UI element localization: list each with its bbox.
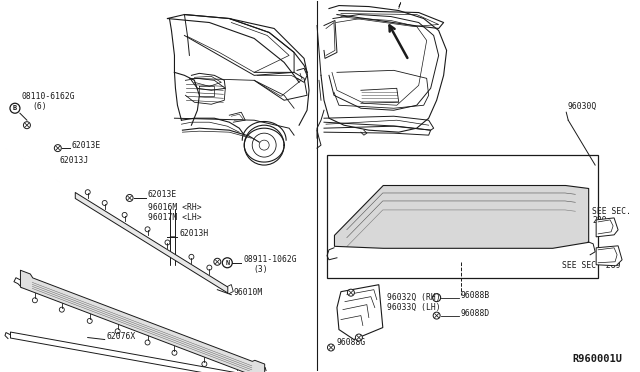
Polygon shape [337, 285, 383, 340]
Text: 62076X: 62076X [107, 332, 136, 341]
Text: 08110-6162G: 08110-6162G [22, 92, 76, 101]
Text: (6): (6) [32, 102, 47, 111]
Text: 96016M <RH>: 96016M <RH> [148, 203, 201, 212]
Circle shape [433, 312, 440, 319]
Circle shape [348, 289, 355, 296]
Text: B: B [13, 105, 17, 111]
Circle shape [328, 344, 335, 351]
Text: (3): (3) [253, 265, 268, 274]
Text: 96032Q (RH): 96032Q (RH) [387, 293, 440, 302]
Circle shape [54, 145, 61, 152]
Circle shape [24, 122, 31, 129]
Text: 96088B: 96088B [461, 291, 490, 300]
Text: R960001U: R960001U [572, 355, 622, 365]
Polygon shape [596, 246, 622, 266]
Text: SEE SEC.: SEE SEC. [592, 208, 631, 217]
Text: 96030Q: 96030Q [567, 102, 596, 111]
Text: 62013E: 62013E [148, 190, 177, 199]
Text: 62013E: 62013E [72, 141, 101, 150]
Circle shape [126, 195, 133, 202]
Text: SEE SEC. 289: SEE SEC. 289 [563, 261, 621, 270]
Circle shape [355, 334, 362, 341]
Text: 96017M <LH>: 96017M <LH> [148, 214, 201, 222]
Text: 289: 289 [592, 217, 607, 225]
Text: 96088G: 96088G [337, 338, 366, 347]
Text: 96088D: 96088D [461, 309, 490, 318]
Text: 62013J: 62013J [60, 155, 89, 164]
Text: 08911-1062G: 08911-1062G [243, 255, 297, 264]
Text: 96010M: 96010M [233, 288, 262, 297]
Text: N: N [225, 260, 229, 266]
Bar [327, 155, 598, 278]
Circle shape [214, 258, 221, 265]
Text: 96033Q (LH): 96033Q (LH) [387, 303, 440, 312]
Polygon shape [596, 218, 618, 237]
Text: 62013H: 62013H [179, 230, 209, 238]
